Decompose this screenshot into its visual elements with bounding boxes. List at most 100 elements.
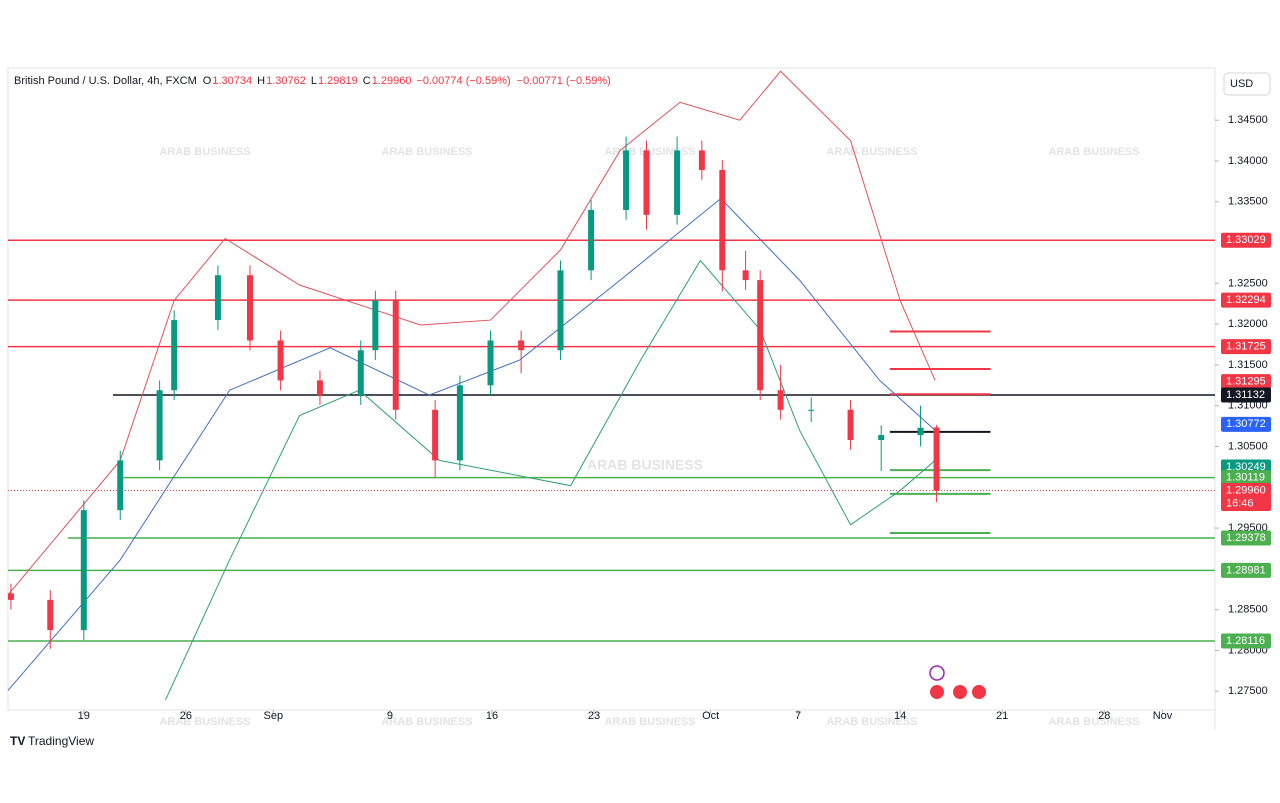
event-icon[interactable] — [953, 685, 967, 699]
watermark: ARAB BUSINESS — [826, 146, 917, 158]
ohlc-key: C — [363, 75, 371, 87]
candle-body — [171, 320, 178, 391]
y-tick-label: 1.32500 — [1228, 277, 1268, 289]
candle-body — [698, 150, 705, 170]
candle-body — [47, 599, 54, 631]
price-badge — [1221, 374, 1271, 390]
x-tick-label: 26 — [180, 710, 192, 722]
price-badge — [1221, 292, 1271, 308]
price-badge — [1221, 562, 1271, 578]
y-tick-label: 1.27500 — [1228, 685, 1268, 697]
price-badge — [1221, 530, 1271, 546]
candle-body — [456, 385, 463, 461]
candle-body — [7, 593, 14, 600]
candle-body — [674, 150, 681, 215]
y-tick-label: 1.33500 — [1228, 196, 1268, 208]
countdown: 16:46 — [1226, 497, 1254, 509]
y-tick-label: 1.30500 — [1228, 440, 1268, 452]
x-tick-label: Sep — [264, 710, 284, 722]
candle-body — [742, 270, 749, 281]
ohlc-value: 1.30762 — [266, 75, 306, 87]
candle-body — [878, 435, 885, 440]
price-badge — [1221, 232, 1271, 248]
watermark: ARAB BUSINESS — [159, 146, 250, 158]
candle-body — [357, 350, 364, 396]
candle-body — [277, 340, 284, 381]
event-icon[interactable] — [972, 685, 986, 699]
price-badge-label: 1.31295 — [1226, 376, 1266, 388]
price-badge — [1221, 483, 1271, 512]
candle-body — [588, 209, 595, 271]
watermark: ARAB BUSINESS — [604, 146, 695, 158]
x-tick-label: 23 — [588, 710, 600, 722]
price-badge-label: 1.30119 — [1226, 471, 1265, 483]
candle-body — [372, 300, 379, 351]
band-line — [7, 70, 936, 596]
price-badge-label: 1.29378 — [1226, 532, 1266, 544]
watermark: ARAB BUSINESS — [1048, 716, 1139, 728]
band-line — [7, 197, 936, 691]
candle-body — [156, 390, 163, 461]
event-icon[interactable] — [930, 685, 944, 699]
ohlc-value: 1.30734 — [212, 75, 252, 87]
chart-title: British Pound / U.S. Dollar, 4h, FXCM — [14, 75, 197, 87]
x-tick-label: 19 — [78, 710, 90, 722]
price-badge-label: 1.28981 — [1226, 564, 1266, 576]
candle-body — [80, 510, 87, 631]
candle-body — [757, 280, 764, 391]
price-badge-label: 1.30772 — [1226, 418, 1266, 430]
price-badge-label: 1.33029 — [1226, 234, 1266, 246]
watermark: ARAB BUSINESS — [159, 716, 250, 728]
candle-body — [518, 340, 525, 351]
currency-label[interactable]: USD — [1230, 78, 1253, 90]
candle-body — [917, 427, 924, 436]
price-badge-label: 1.28116 — [1226, 635, 1265, 647]
x-tick-label: Nov — [1153, 710, 1173, 722]
x-tick-label: 28 — [1098, 710, 1110, 722]
candle-body — [777, 390, 784, 410]
brand-logo: TV — [10, 734, 25, 748]
event-icon[interactable] — [929, 665, 945, 681]
candle-body — [643, 150, 650, 215]
y-tick-label: 1.34000 — [1228, 155, 1268, 167]
ohlc-value: 1.29960 — [372, 75, 412, 87]
ohlc-value: 1.29819 — [318, 75, 358, 87]
brand: TradingView — [28, 734, 94, 748]
candle-body — [808, 409, 815, 411]
price-badge-label: 1.29960 — [1226, 484, 1266, 496]
candle-body — [557, 270, 564, 351]
candle-body — [214, 275, 221, 321]
x-tick-label: 16 — [486, 710, 498, 722]
watermarks: ARAB BUSINESS ARAB BUSINESS ARAB BUSINES… — [159, 146, 1139, 728]
candle-body — [392, 300, 399, 410]
price-badge — [1221, 416, 1271, 432]
x-tick-label: 21 — [996, 710, 1008, 722]
ohlc-key: O — [203, 75, 212, 87]
price-badge-label: 1.31725 — [1226, 340, 1266, 352]
currency-button[interactable] — [1223, 72, 1271, 96]
candle-body — [933, 427, 940, 491]
candle-body — [623, 150, 630, 210]
y-tick-label: 1.31500 — [1228, 359, 1268, 371]
price-badge-label: 1.31132 — [1226, 389, 1265, 401]
x-tick-label: Oct — [702, 710, 719, 722]
candle-body — [117, 460, 124, 511]
candle-body — [847, 409, 854, 440]
candle-body — [246, 275, 253, 341]
y-tick-label: 1.28500 — [1228, 604, 1268, 616]
ohlc-key: L — [311, 75, 317, 87]
watermark: ARAB BUSINESS — [381, 716, 472, 728]
watermark: ARAB BUSINESS — [604, 716, 695, 728]
price-badge — [1221, 633, 1271, 649]
change-value: −0.00774 (−0.59%) — [416, 75, 510, 87]
candle-body — [432, 409, 439, 461]
watermark: ARAB BUSINESS — [826, 716, 917, 728]
x-tick-label: 7 — [795, 710, 801, 722]
change-value: −0.00771 (−0.59%) — [517, 75, 611, 87]
watermark: ARAB BUSINESS — [381, 146, 472, 158]
price-badge — [1221, 339, 1271, 355]
y-tick-label: 1.34500 — [1228, 114, 1268, 126]
band-line — [164, 259, 936, 701]
